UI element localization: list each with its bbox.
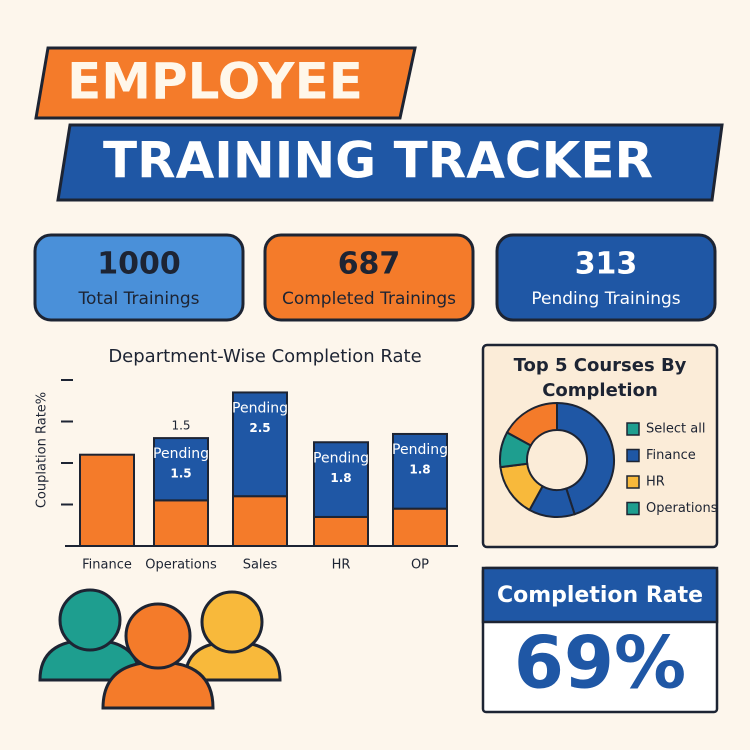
value-label: 1.5 (170, 467, 191, 481)
x-tick-label: OP (411, 558, 429, 573)
segment-name: Pending (153, 446, 209, 462)
legend-label: HR (646, 475, 665, 490)
bar-segment (232, 391, 288, 498)
legend-label: Operations (646, 501, 718, 516)
bar-segment (313, 515, 369, 548)
kpi-card (33, 233, 245, 322)
legend-label: Finance (646, 448, 696, 463)
completion-header (481, 566, 719, 624)
value-label: 2.5 (249, 421, 270, 435)
title-banner-blue (56, 123, 724, 202)
y-axis-label: Couplation Rate% (35, 392, 50, 508)
kpi-value: 313 (575, 247, 638, 282)
kpi-label: Total Trainings (77, 289, 199, 309)
segment-name: Pending (392, 442, 448, 458)
donut-segment (499, 431, 533, 469)
x-tick-label: Operations (145, 558, 217, 573)
person (200, 590, 264, 654)
legend-swatch (626, 448, 640, 463)
completion-title: Completion Rate (497, 583, 703, 608)
title-line-2: TRAINING TRACKER (103, 132, 653, 190)
person (124, 602, 192, 670)
kpi-card (263, 233, 475, 322)
legend-swatch (626, 422, 640, 436)
person (58, 588, 122, 652)
legend-swatch (626, 475, 640, 489)
value-label: 1.8 (330, 471, 351, 485)
x-tick-label: Finance (82, 558, 132, 573)
chart-title: Top 5 Courses By Completion (514, 355, 687, 401)
bar-segment (79, 453, 135, 548)
bar-segment (153, 499, 209, 548)
donut-segment (556, 401, 615, 516)
kpi-label: Pending Trainings (531, 289, 680, 309)
legend-swatch (626, 501, 640, 516)
value-label: 1.8 (409, 462, 430, 476)
kpi-label: Completed Trainings (282, 289, 456, 309)
bar-segment (232, 495, 288, 548)
kpi-card (495, 233, 717, 322)
segment-name: Pending (313, 450, 369, 466)
kpi-value: 1000 (97, 247, 181, 282)
bar-segment (313, 441, 369, 518)
title-line-1: EMPLOYEE (67, 53, 363, 111)
title-banner-orange (34, 46, 417, 120)
x-tick-label: HR (332, 558, 351, 573)
legend-label: Select all (646, 422, 705, 437)
kpi-value: 687 (338, 247, 401, 282)
bar-segment (153, 437, 209, 502)
bar-segment (392, 432, 448, 510)
x-tick-label: Sales (243, 558, 278, 573)
bar-segment (392, 507, 448, 547)
people-icon (38, 588, 282, 710)
annotation: 1.5 (171, 419, 190, 433)
completion-value: 69% (514, 621, 686, 705)
chart-title: Department-Wise Completion Rate (108, 346, 421, 367)
segment-name: Pending (232, 400, 288, 416)
